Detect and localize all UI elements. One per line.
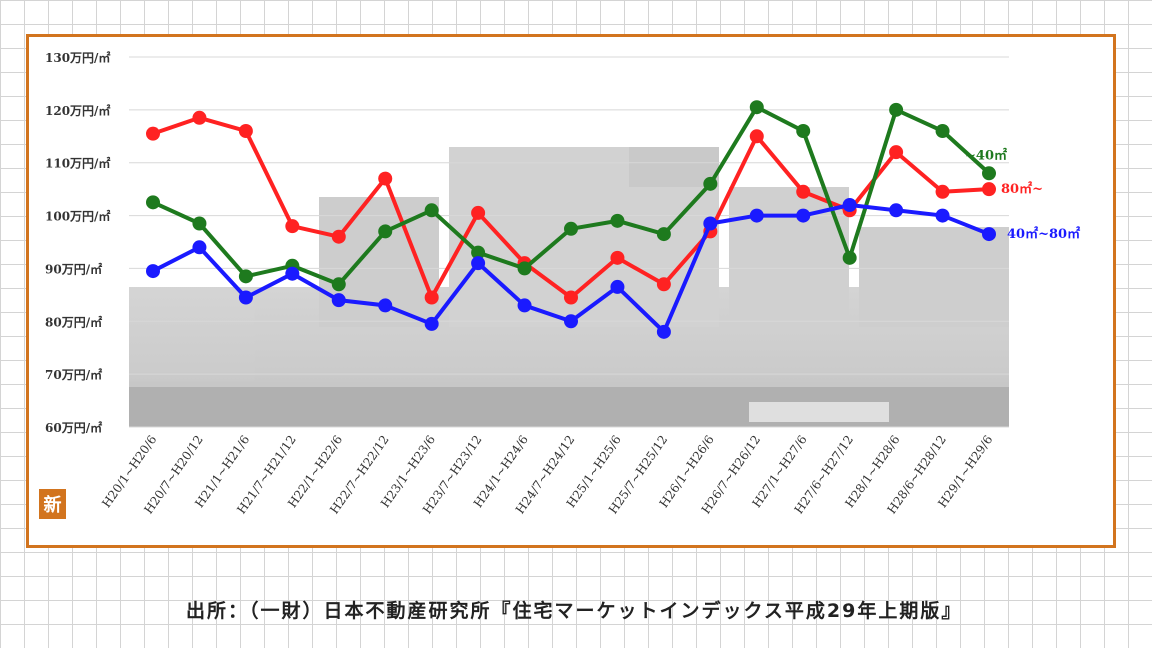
series-label: ~40㎡: [965, 147, 1007, 163]
series-label: 80㎡~: [1001, 181, 1043, 197]
data-point: [517, 261, 532, 276]
data-point: [749, 129, 764, 144]
data-point: [471, 205, 486, 220]
y-tick-label: 90万円/㎡: [45, 261, 102, 276]
series-label: 40㎡~80㎡: [1007, 226, 1080, 242]
data-point: [749, 208, 764, 223]
data-point: [192, 110, 207, 125]
data-point: [842, 250, 857, 265]
data-point: [238, 124, 253, 138]
y-tick-label: 80万円/㎡: [45, 314, 102, 329]
data-point: [331, 277, 346, 292]
data-point: [285, 266, 300, 281]
data-point: [517, 298, 532, 313]
data-point: [331, 293, 346, 308]
data-point: [889, 145, 904, 160]
data-point: [192, 216, 207, 231]
data-point: [796, 208, 811, 223]
data-point: [424, 203, 439, 218]
data-point: [982, 227, 996, 242]
data-point: [146, 195, 160, 210]
data-point: [146, 264, 160, 279]
data-point: [889, 203, 904, 218]
data-point: [146, 126, 160, 141]
data-point: [935, 184, 950, 199]
data-point: [471, 245, 486, 260]
data-point: [192, 240, 207, 255]
data-point: [656, 277, 671, 292]
data-point: [842, 198, 857, 212]
data-point: [471, 256, 486, 271]
data-point: [331, 229, 346, 244]
y-tick-label: 110万円/㎡: [45, 156, 110, 171]
data-point: [238, 269, 253, 284]
data-point: [982, 182, 996, 197]
y-tick-label: 100万円/㎡: [45, 209, 110, 224]
data-point: [935, 124, 950, 138]
data-point: [796, 184, 811, 199]
data-point: [238, 290, 253, 305]
data-point: [378, 224, 393, 239]
data-point: [610, 213, 625, 228]
data-point: [749, 100, 764, 115]
y-tick-label: 60万円/㎡: [45, 420, 102, 435]
line-chart: 130万円/㎡ 120万円/㎡ 110万円/㎡ 100万円/㎡ 90万円/㎡ 80万円/㎡…: [39, 50, 1080, 519]
chart-frame: 130万円/㎡ 120万円/㎡ 110万円/㎡ 100万円/㎡ 90万円/㎡ 80万円/㎡…: [26, 34, 1116, 548]
data-point: [564, 221, 578, 236]
data-point: [796, 124, 811, 138]
data-point: [656, 324, 671, 339]
data-point: [424, 316, 439, 331]
data-point: [703, 176, 718, 191]
data-point: [610, 250, 625, 265]
data-point: [285, 219, 300, 234]
source-caption: 出所：（一財）日本不動産研究所『住宅マーケットインデックス平成29年上期版』: [186, 600, 963, 622]
data-point: [610, 279, 625, 294]
y-tick-label: 120万円/㎡: [45, 103, 110, 118]
data-point: [982, 166, 996, 181]
y-tick-label: 130万円/㎡: [45, 50, 110, 65]
data-point: [703, 216, 718, 231]
y-tick-label: 70万円/㎡: [45, 367, 102, 382]
new-badge-label: 新: [44, 494, 62, 516]
data-point: [378, 298, 393, 313]
new-badge: 新: [39, 489, 66, 519]
data-point: [889, 102, 904, 117]
background-photo: [129, 147, 1009, 427]
data-point: [935, 208, 950, 223]
data-point: [424, 290, 439, 305]
data-point: [564, 314, 578, 329]
data-point: [378, 171, 393, 186]
data-point: [656, 227, 671, 242]
data-point: [564, 290, 578, 305]
